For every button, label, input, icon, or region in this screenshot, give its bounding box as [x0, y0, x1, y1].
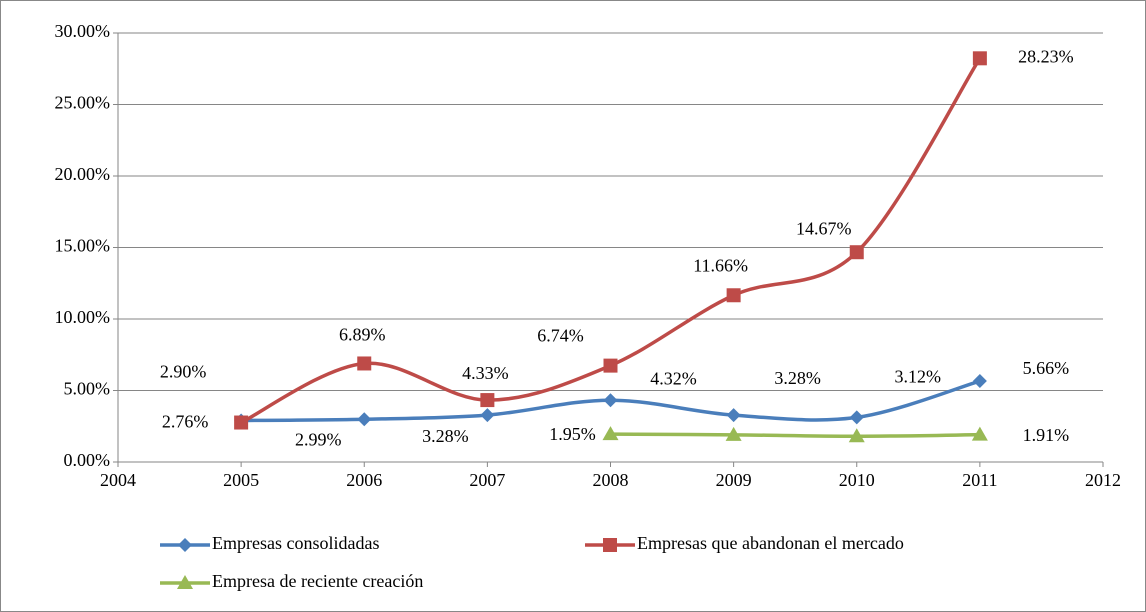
- data-point: [726, 408, 741, 423]
- data-label: 6.89%: [339, 325, 386, 345]
- y-tick-label: 5.00%: [64, 379, 111, 399]
- series-line: [610, 432, 980, 439]
- x-tick-label: 2005: [223, 470, 259, 490]
- legend-label: Empresas consolidadas: [212, 533, 379, 553]
- data-label: 1.91%: [1023, 425, 1070, 445]
- data-label: 3.12%: [895, 367, 942, 387]
- data-point: [357, 356, 372, 371]
- x-tick-label: 2004: [100, 470, 136, 490]
- data-point: [848, 428, 865, 443]
- data-point: [603, 358, 618, 373]
- x-tick-label: 2006: [346, 470, 382, 490]
- data-point: [603, 393, 618, 408]
- x-tick-label: 2011: [962, 470, 997, 490]
- data-label: 28.23%: [1018, 46, 1074, 66]
- data-point: [849, 245, 864, 260]
- data-label: 6.74%: [537, 326, 584, 346]
- x-tick-label: 2007: [469, 470, 505, 490]
- data-point: [849, 410, 864, 425]
- data-point: [971, 426, 988, 441]
- legend-label: Empresas que abandonan el mercado: [637, 533, 904, 553]
- data-point: [726, 288, 741, 303]
- data-label: 14.67%: [796, 218, 852, 238]
- y-tick-label: 15.00%: [55, 236, 111, 256]
- legend-marker: [603, 538, 617, 552]
- data-point: [972, 374, 987, 389]
- legend-marker: [177, 575, 193, 589]
- y-tick-label: 0.00%: [64, 450, 111, 470]
- data-label: 2.90%: [160, 362, 207, 382]
- y-tick-label: 30.00%: [55, 21, 111, 41]
- data-label: 3.28%: [422, 426, 469, 446]
- legend-label: Empresa de reciente creación: [212, 571, 423, 591]
- data-label: 11.66%: [693, 255, 748, 275]
- x-tick-label: 2010: [839, 470, 875, 490]
- data-label: 1.95%: [549, 424, 596, 444]
- data-label: 4.33%: [462, 363, 509, 383]
- legend-marker: [178, 538, 192, 552]
- data-point: [234, 415, 249, 430]
- x-tick-label: 2009: [716, 470, 752, 490]
- x-tick-label: 2008: [593, 470, 629, 490]
- data-label: 2.76%: [162, 412, 209, 432]
- data-point: [480, 393, 495, 408]
- data-point: [357, 412, 372, 427]
- y-tick-label: 20.00%: [55, 164, 111, 184]
- data-label: 5.66%: [1023, 358, 1070, 378]
- data-point: [725, 426, 742, 441]
- x-tick-label: 2012: [1085, 470, 1121, 490]
- data-label: 4.32%: [650, 368, 697, 388]
- y-tick-label: 10.00%: [55, 307, 111, 327]
- data-point: [480, 408, 495, 423]
- y-tick-label: 25.00%: [55, 93, 111, 113]
- data-point: [972, 51, 987, 66]
- data-label: 2.99%: [295, 429, 342, 449]
- data-label: 3.28%: [774, 368, 821, 388]
- data-point: [602, 426, 619, 441]
